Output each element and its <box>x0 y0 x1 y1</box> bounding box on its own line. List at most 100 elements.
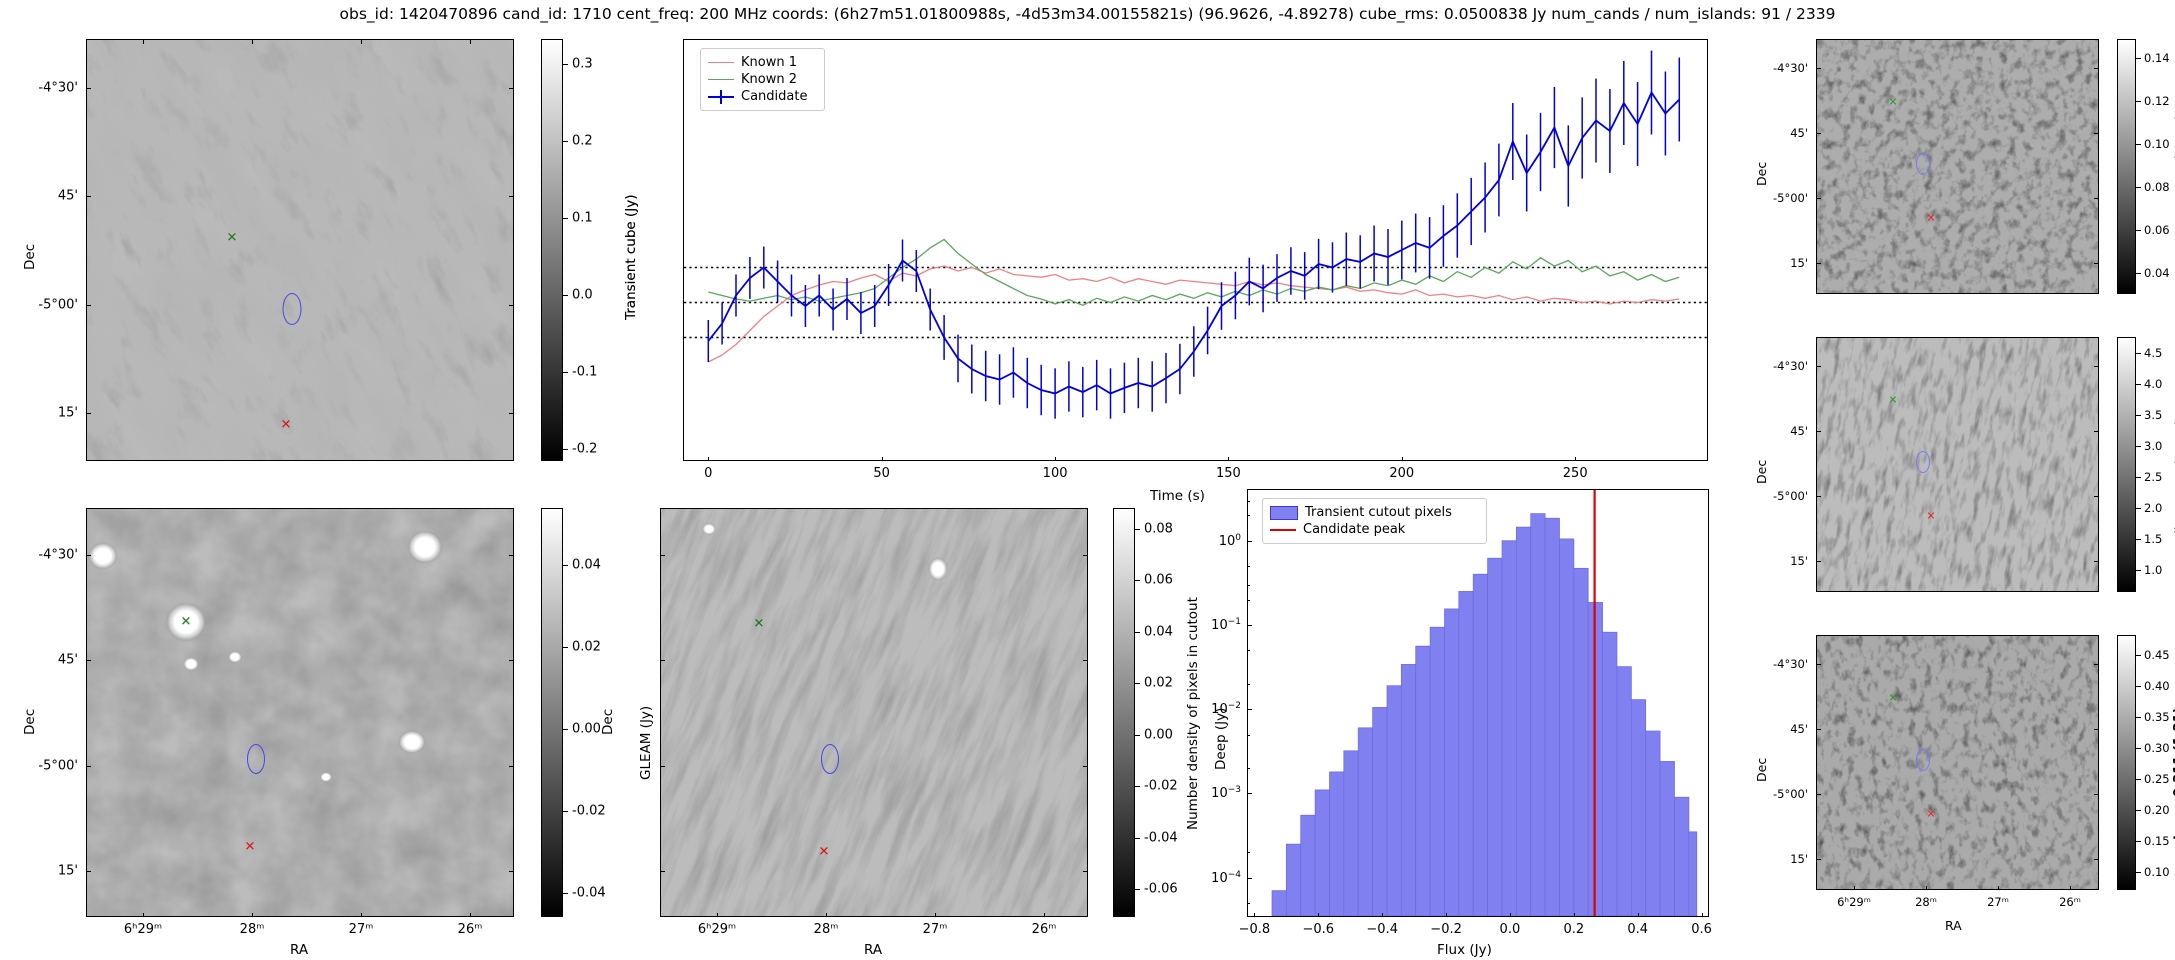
spike-ytick-1: 45' <box>1790 424 1808 438</box>
tcg-image-panel[interactable]: ✕ ✕ <box>1816 635 2099 890</box>
green-x-marker-deep: ✕ <box>753 616 765 632</box>
histogram-yminor-11 <box>1247 768 1250 770</box>
histogram-panel[interactable] <box>1247 489 1709 917</box>
histogram-xtick-mark-3 <box>1446 912 1448 917</box>
histogram-xtick-mark-4 <box>1509 912 1511 917</box>
tcg-xtick-3: 26ᵐ <box>2059 895 2081 909</box>
lightcurve-panel[interactable] <box>683 39 1708 461</box>
deep-cb-tick-0: 0.08 <box>1144 521 1173 537</box>
tcg-pixels <box>1817 636 2098 889</box>
histogram-ytick-0: 100 <box>1218 532 1241 549</box>
histogram-yminor-6 <box>1247 566 1250 568</box>
legend-row-candidate-peak: Candidate peak <box>1270 521 1479 538</box>
tcg-cb-tick-2: 0.35 <box>2144 710 2170 724</box>
rms-cb-tick-2: 0.10 <box>2144 137 2170 151</box>
transient-cube-colorbar <box>541 39 563 461</box>
spike-ytick-3: 15' <box>1790 554 1808 568</box>
deep-xtick-3: 26ᵐ <box>1031 922 1057 937</box>
known1-line-swatch <box>708 62 734 63</box>
gleam-colorbar-label: GLEAM (Jy) <box>638 705 654 780</box>
gleam-cb-tick-0: 0.04 <box>572 557 601 573</box>
histogram-xtick-0: −0.8 <box>1238 922 1271 937</box>
tc-ytick-3: 15' <box>57 405 78 421</box>
deep-cb-tick-6: -0.04 <box>1144 830 1178 846</box>
lightcurve-xtick-5: 250 <box>1562 466 1588 481</box>
histogram-xtick-mark-2 <box>1382 912 1384 917</box>
legend-label-cutout-pixels: Transient cutout pixels <box>1305 505 1452 520</box>
green-x-marker-gleam: ✕ <box>180 614 192 630</box>
rms-ylabel: Dec <box>1754 161 1769 186</box>
histogram-xtick-5: 0.2 <box>1563 922 1585 937</box>
candidate-peak-swatch <box>1270 528 1296 531</box>
gleam-xtick-0: 6ʰ29ᵐ <box>123 922 163 937</box>
histogram-xtick-mark-7 <box>1701 912 1703 917</box>
transient-cube-pixels <box>87 40 513 460</box>
histogram-xtick-1: −0.6 <box>1302 922 1335 937</box>
legend-row-known2: Known 2 <box>708 71 817 88</box>
candidate-island-ellipse-spike <box>1916 451 1930 473</box>
histogram-x-axis <box>1247 489 1709 917</box>
deep-x-axis <box>660 508 1088 917</box>
lightcurve-plot <box>684 50 1707 419</box>
lightcurve-xtick-3: 150 <box>1215 466 1241 481</box>
histogram-yminor-13 <box>1247 877 1250 879</box>
green-x-marker-transient: ✕ <box>226 230 238 246</box>
tcg-ytick-1: 45' <box>1790 722 1808 736</box>
rms-ytick-0: -4°30' <box>1772 61 1808 75</box>
histogram-y-axis <box>1247 489 1709 917</box>
transient-cube-ylabel: Dec <box>22 243 38 270</box>
gleam-cb-tick-4: -0.04 <box>572 885 606 901</box>
legend-row-cutout-pixels: Transient cutout pixels <box>1270 504 1479 521</box>
cutout-pixels-swatch <box>1270 505 1298 520</box>
gleam-xtick-3: 26ᵐ <box>457 922 483 937</box>
tcg-ytick-2: -5°00' <box>1772 787 1808 801</box>
deep-pixels <box>661 509 1087 916</box>
tcg-cb-tick-1: 0.40 <box>2144 679 2170 693</box>
tc-cb-tick-3: 0.0 <box>572 287 593 303</box>
deep-ylabel: Dec <box>600 708 616 735</box>
candidate-island-ellipse-deep <box>821 744 839 774</box>
green-x-marker-tcg: ✕ <box>1888 691 1898 705</box>
tcg-cb-tick-6: 0.15 <box>2144 834 2170 848</box>
histogram-yminor-3 <box>1247 624 1250 626</box>
tcg-cb-tick-0: 0.45 <box>2144 648 2170 662</box>
gleam-image-panel[interactable]: ✕ ✕ <box>86 508 514 917</box>
deep-xtick-2: 27ᵐ <box>922 922 948 937</box>
gleam-ytick-1: 45' <box>57 652 78 668</box>
red-x-marker-transient: ✕ <box>280 417 292 433</box>
tcg-cb-tick-3: 0.30 <box>2144 741 2170 755</box>
deep-xlabel: RA <box>864 942 883 958</box>
gleam-xtick-2: 27ᵐ <box>348 922 374 937</box>
rms-ytick-3: 15' <box>1790 256 1808 270</box>
spike-image-panel[interactable]: ✕ ✕ <box>1816 337 2099 592</box>
red-x-marker-spike: ✕ <box>1926 509 1936 523</box>
histogram-yminor-7 <box>1247 709 1250 711</box>
red-x-marker-tcg: ✕ <box>1926 807 1936 821</box>
tcg-cb-tick-5: 0.20 <box>2144 803 2170 817</box>
spike-ytick-2: -5°00' <box>1772 489 1808 503</box>
deep-xtick-0: 6ʰ29ᵐ <box>697 922 737 937</box>
deep-cb-tick-3: 0.02 <box>1144 675 1173 691</box>
rms-pixels <box>1817 40 2098 293</box>
histogram-ytick-3: 10−3 <box>1211 785 1241 802</box>
deep-image-panel[interactable]: ✕ ✕ <box>660 508 1088 917</box>
deep-cb-tick-2: 0.04 <box>1144 624 1173 640</box>
tcg-ylabel: Dec <box>1754 757 1769 782</box>
rms-image-panel[interactable]: ✕ ✕ <box>1816 39 2099 294</box>
red-x-marker-rms: ✕ <box>1926 211 1936 225</box>
histogram-ylabel: Number density of pixels in cutout <box>1185 597 1201 830</box>
legend-label-known1: Known 1 <box>741 55 797 70</box>
tcg-xtick-1: 28ᵐ <box>1915 895 1937 909</box>
histogram-yminor-12 <box>1247 734 1250 736</box>
candidate-island-ellipse-rms <box>1916 153 1930 175</box>
spike-pixels <box>1817 338 2098 591</box>
tc-cb-tick-1: 0.2 <box>572 133 593 149</box>
rms-ytick-1: 45' <box>1790 126 1808 140</box>
rms-cb-tick-4: 0.06 <box>2144 223 2170 237</box>
transient-cube-image-panel[interactable]: ✕ ✕ <box>86 39 514 461</box>
candidate-island-ellipse-tcg <box>1916 749 1930 771</box>
rms-colorbar <box>2117 39 2136 294</box>
deep-cb-tick-7: -0.06 <box>1144 881 1178 897</box>
gleam-pixels <box>87 509 513 916</box>
